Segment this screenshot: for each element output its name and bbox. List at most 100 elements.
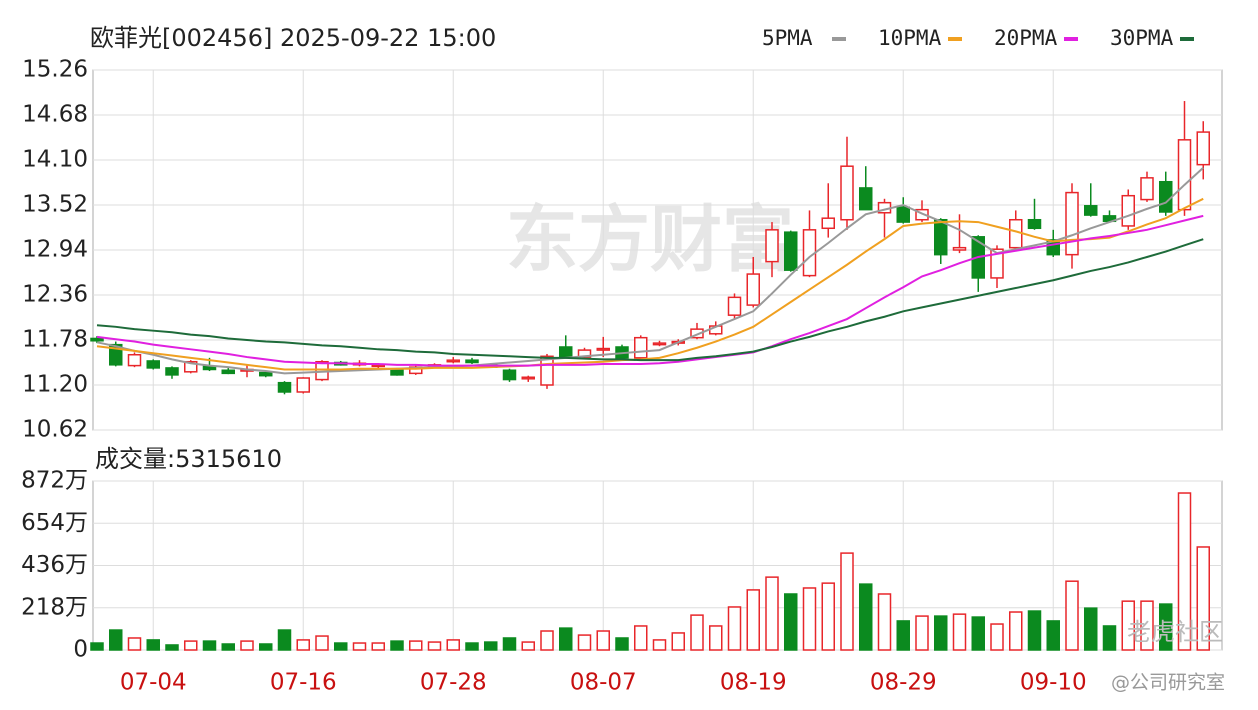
volume-bar xyxy=(821,582,835,651)
x-tick-label: 07-04 xyxy=(120,670,187,696)
candle-body xyxy=(446,359,460,363)
candle-body xyxy=(184,360,198,373)
y-tick-label: 15.26 xyxy=(22,57,88,83)
y-tick-label: 13.52 xyxy=(22,192,88,218)
volume-bar xyxy=(90,642,104,651)
candle-body xyxy=(559,346,573,358)
volume-bar xyxy=(446,639,460,651)
candle-body xyxy=(634,336,648,359)
volume-bar xyxy=(859,583,873,651)
volume-bar xyxy=(1121,600,1135,651)
volume-bar xyxy=(915,615,929,651)
candle-body xyxy=(596,347,610,351)
candle-body xyxy=(521,376,535,380)
volume-bar xyxy=(746,589,760,651)
y-tick-label: 436万 xyxy=(21,552,88,578)
candle-body xyxy=(165,367,179,376)
volume-bar xyxy=(165,644,179,651)
volume-bar xyxy=(971,616,985,651)
candle-body xyxy=(746,273,760,306)
volume-bar xyxy=(802,587,817,651)
ma-line xyxy=(96,238,1204,362)
candle-body xyxy=(915,208,929,221)
volume-bar xyxy=(334,642,348,651)
volume-bar xyxy=(559,627,573,651)
volume-bar xyxy=(1159,603,1173,651)
candle-body xyxy=(146,360,160,369)
y-tick-label: 12.94 xyxy=(22,237,88,263)
y-tick-label: 12.36 xyxy=(22,282,88,308)
volume-bar xyxy=(1140,600,1154,651)
y-tick-label: 11.78 xyxy=(22,327,88,353)
x-tick-label: 07-28 xyxy=(420,670,487,696)
volume-bar xyxy=(240,640,254,651)
volume-bar xyxy=(127,637,142,651)
volume-bar xyxy=(502,637,517,651)
candle-body xyxy=(1009,218,1023,249)
candle-body xyxy=(1140,177,1154,201)
candle-body xyxy=(784,231,798,271)
volume-bar xyxy=(690,614,704,651)
ma-line xyxy=(96,167,1204,375)
volume-bar xyxy=(784,593,798,651)
volume-bar xyxy=(877,593,892,651)
candle-body xyxy=(1177,139,1192,211)
candle-body xyxy=(934,218,948,256)
volume-bar xyxy=(1065,580,1079,651)
legend-label: 5PMA xyxy=(762,26,813,50)
volume-bar xyxy=(409,640,423,651)
candle-body xyxy=(990,248,1004,279)
volume-bar xyxy=(1102,625,1117,651)
volume-bar xyxy=(990,623,1004,651)
volume-bar xyxy=(709,625,723,651)
volume-bar xyxy=(184,640,198,651)
y-tick-label: 10.62 xyxy=(22,417,88,443)
volume-bar xyxy=(615,637,629,651)
volume-bar xyxy=(1177,492,1192,651)
volume-bar xyxy=(315,635,329,651)
ma-line xyxy=(96,214,1204,367)
y-tick-label: 218万 xyxy=(21,594,88,620)
legend-label: 10PMA xyxy=(878,26,942,50)
legend-label: 30PMA xyxy=(1110,26,1174,50)
y-tick-label: 654万 xyxy=(21,510,88,536)
volume-bar xyxy=(1027,610,1042,651)
volume-bar xyxy=(277,629,292,651)
candle-body xyxy=(502,369,517,381)
volume-bar xyxy=(427,641,442,651)
candle-body xyxy=(727,296,742,316)
candle-body xyxy=(952,246,967,251)
candle-body xyxy=(221,369,235,375)
candle-body xyxy=(690,328,704,339)
candle-body xyxy=(1084,205,1098,216)
volume-bar xyxy=(652,639,667,651)
volume-bar xyxy=(634,625,648,651)
y-tick-label: 14.68 xyxy=(22,102,88,128)
candle-body xyxy=(859,187,873,211)
volume-bar xyxy=(1196,546,1210,651)
candle-body xyxy=(465,359,479,364)
volume-bar xyxy=(221,643,235,651)
candle-body xyxy=(296,377,310,393)
candle-body xyxy=(1196,131,1210,166)
candle-body xyxy=(765,229,779,263)
y-tick-label: 872万 xyxy=(21,468,88,494)
volume-bar xyxy=(1046,620,1060,651)
y-tick-label: 11.20 xyxy=(22,372,88,398)
volume-bar xyxy=(840,552,854,651)
ma-line xyxy=(96,197,1204,371)
x-tick-label: 09-10 xyxy=(1020,670,1087,696)
volume-bar xyxy=(1009,611,1023,651)
candle-body xyxy=(652,342,667,346)
candle-body xyxy=(1027,218,1042,230)
volume-bar xyxy=(109,629,123,651)
candle-body xyxy=(90,337,104,342)
volume-bar xyxy=(259,643,273,651)
watermark: @公司研究室 xyxy=(1111,672,1225,694)
legend-label: 20PMA xyxy=(994,26,1058,50)
x-tick-label: 08-07 xyxy=(570,670,637,696)
volume-bar xyxy=(727,606,742,651)
chart-title: 欧菲光[002456] 2025-09-22 15:00 xyxy=(90,24,496,52)
volume-bar xyxy=(465,642,479,651)
